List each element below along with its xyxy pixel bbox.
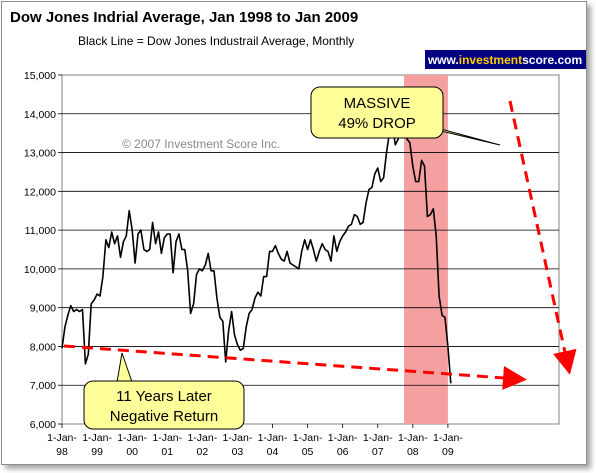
x-tick-label: 1-Jan- — [47, 432, 77, 444]
trend-arrow-flat — [63, 344, 527, 390]
chart-canvas: Dow Jones Indrial Average, Jan 1998 to J… — [10, 9, 586, 458]
x-axis-ticks: 1-Jan- 98 1-Jan- 99 1-Jan- 00 1-Jan- 01 1-Jan- 02… — [47, 424, 463, 458]
series-line-dow — [61, 114, 452, 384]
x-tick-label: 04 — [267, 446, 279, 458]
y-tick-label: 7,000 — [30, 380, 56, 392]
x-tick-label: 03 — [232, 446, 244, 458]
callout-massive-drop: MASSIVE 49% DROP — [310, 86, 501, 146]
callout-line-2: 49% DROP — [338, 115, 416, 132]
x-tick-label: 1-Jan- — [152, 432, 182, 444]
x-tick-label: 09 — [442, 446, 454, 458]
y-tick-label: 13,000 — [24, 148, 56, 160]
x-tick-label: 06 — [337, 446, 349, 458]
chart-title: Dow Jones Indrial Average, Jan 1998 to J… — [10, 9, 358, 26]
x-tick-label: 1-Jan- — [82, 432, 112, 444]
y-tick-label: 14,000 — [24, 109, 56, 121]
callout-box — [310, 86, 444, 139]
x-tick-label: 05 — [302, 446, 314, 458]
y-axis-ticks: 6,000 7,000 8,000 9,000 10,000 11,000 12,000 13… — [24, 70, 62, 431]
y-tick-label: 12,000 — [24, 186, 56, 198]
x-tick-label: 1-Jan- — [293, 432, 323, 444]
x-tick-label: 08 — [407, 446, 419, 458]
y-tick-label: 6,000 — [30, 419, 56, 431]
x-tick-label: 01 — [161, 446, 173, 458]
x-tick-label: 1-Jan- — [117, 432, 147, 444]
x-tick-label: 99 — [91, 446, 103, 458]
site-badge-prefix: www. — [427, 53, 459, 67]
x-tick-label: 98 — [56, 446, 68, 458]
chart-frame: Dow Jones Indrial Average, Jan 1998 to J… — [1, 1, 587, 465]
site-badge-brand-a: investment — [459, 53, 522, 67]
y-tick-label: 10,000 — [24, 264, 56, 276]
site-badge-brand-b: score — [522, 53, 554, 67]
x-tick-label: 1-Jan- — [398, 432, 428, 444]
callout-line-1: 11 Years Later — [116, 388, 212, 405]
callout-box — [83, 380, 245, 430]
y-tick-label: 11,000 — [25, 225, 56, 237]
y-tick-label: 15,000 — [24, 70, 56, 82]
x-tick-label: 1-Jan- — [363, 432, 393, 444]
y-tick-label: 9,000 — [30, 303, 56, 315]
x-tick-label: 1-Jan- — [433, 432, 463, 444]
callout-line-2: Negative Return — [110, 408, 218, 425]
chart-subtitle: Black Line = Dow Jones Industrail Averag… — [78, 34, 354, 48]
x-tick-label: 1-Jan- — [328, 432, 358, 444]
x-tick-label: 1-Jan- — [258, 432, 288, 444]
site-badge-text: www.investmentscore.com — [427, 53, 582, 67]
y-tick-label: 8,000 — [30, 341, 56, 353]
x-tick-label: 02 — [196, 446, 208, 458]
callout-negative-return: 11 Years Later Negative Return — [83, 352, 245, 430]
x-tick-label: 00 — [126, 446, 138, 458]
x-tick-label: 07 — [372, 446, 384, 458]
site-badge: www.investmentscore.com — [425, 50, 586, 69]
x-tick-label: 1-Jan- — [187, 432, 217, 444]
callout-line-1: MASSIVE — [344, 95, 411, 112]
site-badge-suffix: .com — [554, 53, 582, 67]
site-badge-background — [425, 50, 586, 69]
trend-arrow-drop — [508, 100, 577, 375]
x-tick-label: 1-Jan- — [223, 432, 253, 444]
copyright-watermark: © 2007 Investment Score Inc. — [122, 137, 280, 151]
